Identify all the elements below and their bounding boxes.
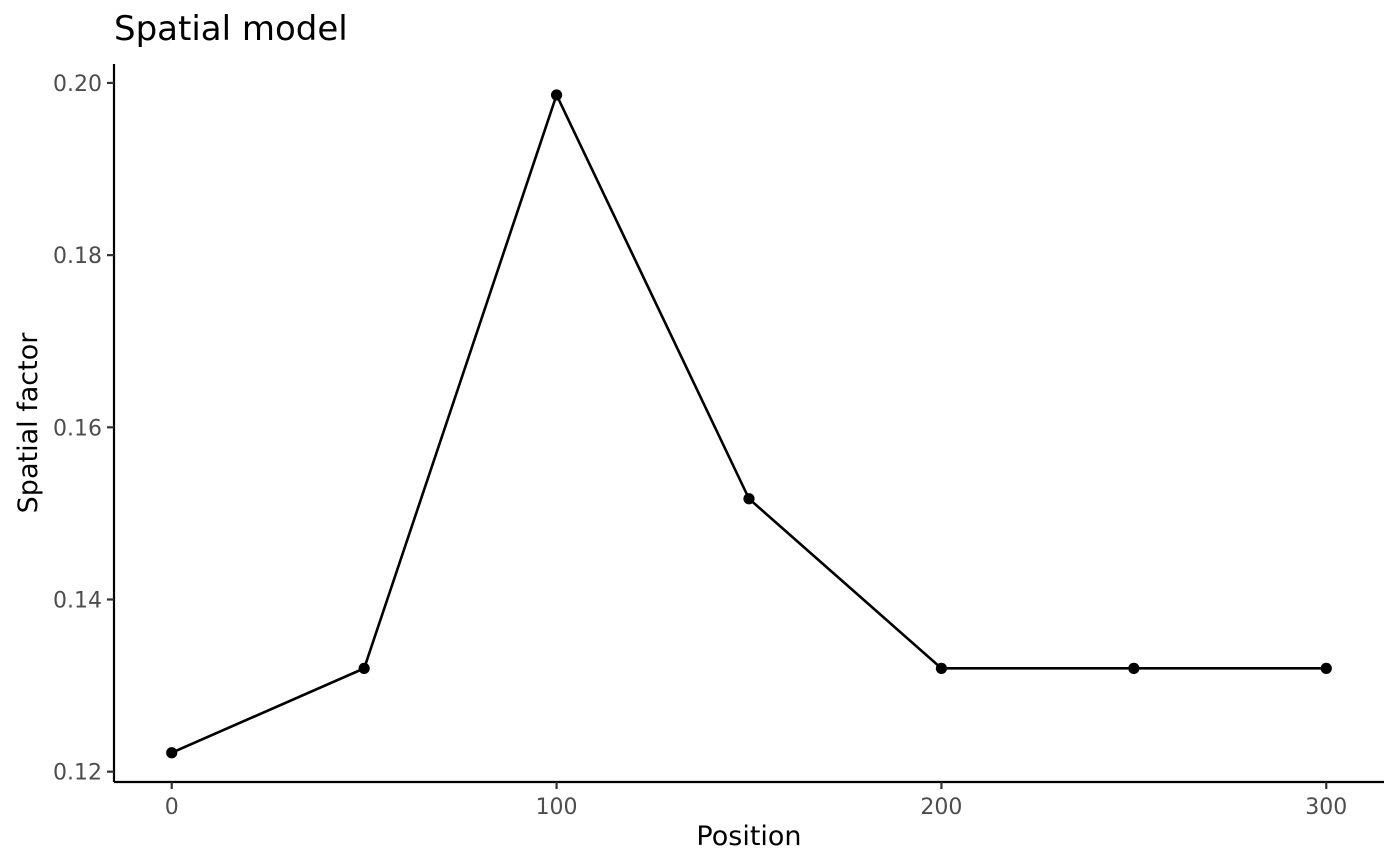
x-axis-ticks: 0 100 200 300	[165, 782, 1347, 820]
y-tick-label: 0.12	[53, 761, 102, 786]
y-tick-label: 0.14	[53, 588, 102, 613]
data-point	[1320, 662, 1332, 674]
chart-title: Spatial model	[114, 9, 348, 49]
x-tick-label: 0	[165, 795, 179, 820]
y-tick-label: 0.20	[53, 72, 102, 97]
data-point	[935, 662, 948, 674]
x-tick-label: 100	[536, 795, 578, 820]
series-line	[171, 91, 1327, 754]
y-axis-title: Spatial factor	[13, 332, 44, 514]
data-point	[358, 662, 370, 674]
data-point	[1128, 662, 1140, 674]
x-tick-label: 300	[1305, 795, 1347, 820]
data-point	[743, 493, 755, 505]
data-point	[166, 747, 178, 759]
data-point	[550, 89, 563, 101]
data-points	[166, 89, 1332, 759]
axes	[112, 64, 1384, 784]
y-tick-label: 0.18	[53, 244, 102, 269]
x-tick-label: 200	[920, 795, 962, 820]
x-axis-title: Position	[696, 821, 801, 852]
y-tick-label: 0.16	[53, 416, 102, 441]
y-axis-ticks: 0.12 0.14 0.16 0.18 0.20	[53, 72, 114, 786]
